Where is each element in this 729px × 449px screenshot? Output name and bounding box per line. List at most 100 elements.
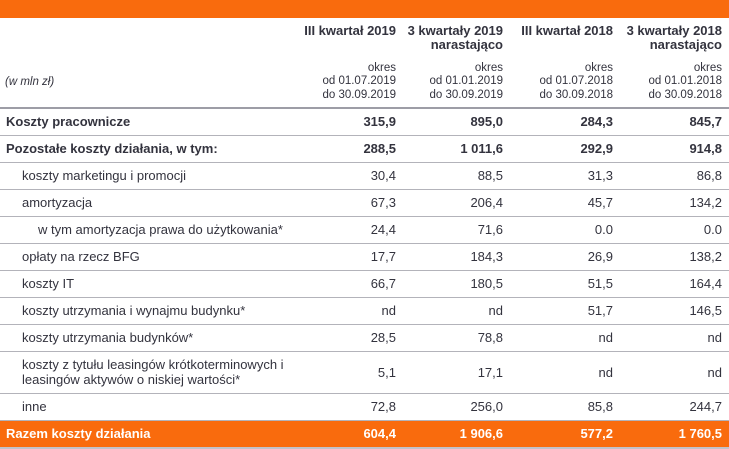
- table-row-leasingi: koszty z tytułu leasingów krótkoterminow…: [0, 351, 729, 394]
- row-value: 88,5: [403, 162, 510, 190]
- period-to: do 30.09.2019: [322, 88, 396, 101]
- row-value: 206,4: [403, 189, 510, 217]
- column-period: okres od 01.07.2018 do 30.09.2018: [539, 62, 613, 103]
- period-label: okres: [474, 61, 503, 74]
- total-label: Razem koszty działania: [0, 420, 300, 449]
- total-row: Razem koszty działania 604,4 1 906,6 577…: [0, 420, 729, 449]
- row-value: 26,9: [510, 243, 620, 271]
- row-label: amortyzacja: [0, 189, 300, 217]
- total-value: 1 760,5: [620, 420, 729, 449]
- row-value: 180,5: [403, 270, 510, 298]
- row-value: 5,1: [300, 351, 403, 394]
- table-row-koszty-it: koszty IT 66,7 180,5 51,5 164,4: [0, 270, 729, 298]
- row-value: 256,0: [403, 393, 510, 421]
- row-value: nd: [620, 351, 729, 394]
- row-value: 17,7: [300, 243, 403, 271]
- column-period: okres od 01.01.2019 do 30.09.2019: [429, 62, 503, 103]
- row-value: 72,8: [300, 393, 403, 421]
- row-label: koszty utrzymania i wynajmu budynku*: [0, 297, 300, 325]
- row-value: nd: [510, 324, 620, 352]
- row-value: 24,4: [300, 216, 403, 244]
- row-value: 51,7: [510, 297, 620, 325]
- table-row-utrzymanie-budynkow: koszty utrzymania budynków* 28,5 78,8 nd…: [0, 324, 729, 352]
- period-from: od 01.07.2018: [539, 75, 613, 87]
- column-header-3q-2018: 3 kwartały 2018 narastająco okres od 01.…: [620, 18, 729, 109]
- row-value: 184,3: [403, 243, 510, 271]
- row-value: 0.0: [620, 216, 729, 244]
- column-header-3q-2019: 3 kwartały 2019 narastająco okres od 01.…: [403, 18, 510, 109]
- column-title: III kwartał 2019: [304, 23, 396, 38]
- period-label: okres: [584, 61, 613, 74]
- row-label: koszty utrzymania budynków*: [0, 324, 300, 352]
- row-value: 284,3: [510, 108, 620, 136]
- row-label: koszty z tytułu leasingów krótkoterminow…: [0, 351, 300, 394]
- table-row-koszty-pracownicze: Koszty pracownicze 315,9 895,0 284,3 845…: [0, 108, 729, 136]
- column-period: okres od 01.01.2018 do 30.09.2018: [648, 62, 722, 103]
- row-value: 895,0: [403, 108, 510, 136]
- period-from: od 01.01.2019: [429, 75, 503, 87]
- row-value: 71,6: [403, 216, 510, 244]
- row-value: 914,8: [620, 135, 729, 163]
- column-header-q3-2018: III kwartał 2018 okres od 01.07.2018 do …: [510, 18, 620, 109]
- row-label: Pozostałe koszty działania, w tym:: [0, 135, 300, 163]
- total-value: 1 906,6: [403, 420, 510, 449]
- row-value: 292,9: [510, 135, 620, 163]
- period-to: do 30.09.2018: [539, 88, 613, 101]
- row-value: 78,8: [403, 324, 510, 352]
- row-value: 146,5: [620, 297, 729, 325]
- total-value: 577,2: [510, 420, 620, 449]
- row-label: Koszty pracownicze: [0, 108, 300, 136]
- column-title: III kwartał 2018: [521, 23, 613, 38]
- top-accent-bar: [0, 0, 729, 18]
- period-to: do 30.09.2018: [648, 88, 722, 101]
- row-label: koszty IT: [0, 270, 300, 298]
- row-value: nd: [620, 324, 729, 352]
- row-value: 845,7: [620, 108, 729, 136]
- table-row-marketing: koszty marketingu i promocji 30,4 88,5 3…: [0, 162, 729, 190]
- row-value: 45,7: [510, 189, 620, 217]
- row-value: 85,8: [510, 393, 620, 421]
- column-header-q3-2019: III kwartał 2019 okres od 01.07.2019 do …: [300, 18, 403, 109]
- row-value: 134,2: [620, 189, 729, 217]
- row-value: nd: [403, 297, 510, 325]
- row-value: 288,5: [300, 135, 403, 163]
- period-label: okres: [693, 61, 722, 74]
- table-header: (w mln zł) III kwartał 2019 okres od 01.…: [0, 18, 729, 109]
- table-row-utrzymanie-wynajem: koszty utrzymania i wynajmu budynku* nd …: [0, 297, 729, 325]
- row-label: inne: [0, 393, 300, 421]
- column-title: 3 kwartały 2018: [626, 23, 722, 38]
- row-value: 86,8: [620, 162, 729, 190]
- row-value: 66,7: [300, 270, 403, 298]
- table-row-inne: inne 72,8 256,0 85,8 244,7: [0, 393, 729, 421]
- row-value: 164,4: [620, 270, 729, 298]
- table-row-amortyzacja: amortyzacja 67,3 206,4 45,7 134,2: [0, 189, 729, 217]
- row-value: 1 011,6: [403, 135, 510, 163]
- unit-cell: (w mln zł): [0, 18, 300, 109]
- column-subtitle: narastająco: [649, 37, 722, 52]
- row-value: 0.0: [510, 216, 620, 244]
- period-from: od 01.01.2018: [648, 75, 722, 87]
- row-value: 31,3: [510, 162, 620, 190]
- table-footer: Razem koszty działania 604,4 1 906,6 577…: [0, 420, 729, 449]
- row-value: 17,1: [403, 351, 510, 394]
- column-subtitle: narastająco: [430, 37, 503, 52]
- column-title: 3 kwartały 2019: [407, 23, 503, 38]
- row-value: 138,2: [620, 243, 729, 271]
- row-value: nd: [510, 351, 620, 394]
- row-value: 30,4: [300, 162, 403, 190]
- row-value: 244,7: [620, 393, 729, 421]
- table-row-amortyzacja-prawa: w tym amortyzacja prawa do użytkowania* …: [0, 216, 729, 244]
- row-label: w tym amortyzacja prawa do użytkowania*: [0, 216, 300, 244]
- row-value: 67,3: [300, 189, 403, 217]
- row-label: opłaty na rzecz BFG: [0, 243, 300, 271]
- row-value: 28,5: [300, 324, 403, 352]
- row-value: 315,9: [300, 108, 403, 136]
- period-label: okres: [367, 61, 396, 74]
- row-value: 51,5: [510, 270, 620, 298]
- period-to: do 30.09.2019: [429, 88, 503, 101]
- period-from: od 01.07.2019: [322, 75, 396, 87]
- unit-label: (w mln zł): [5, 75, 55, 88]
- table-row-pozostale-koszty: Pozostałe koszty działania, w tym: 288,5…: [0, 135, 729, 163]
- column-period: okres od 01.07.2019 do 30.09.2019: [322, 62, 396, 103]
